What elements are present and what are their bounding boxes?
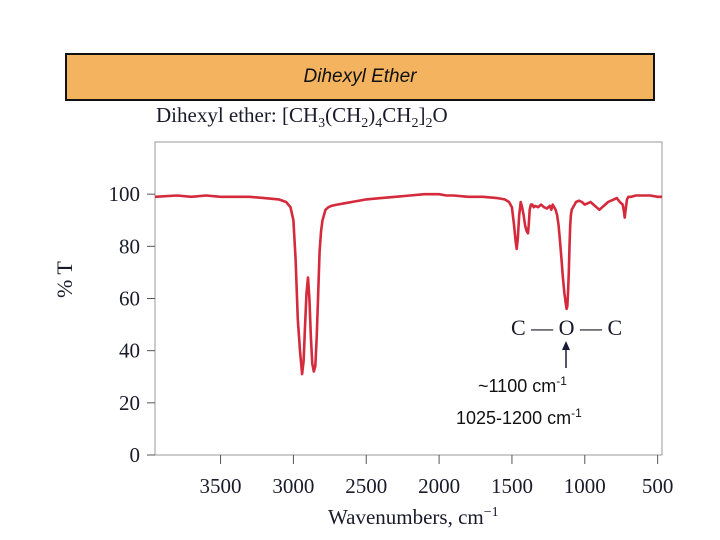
x-tick-label: 3500	[200, 474, 242, 498]
chart-title-sub: 2	[425, 116, 433, 132]
x-tick-label: 2000	[418, 474, 460, 498]
y-tick-label: 40	[119, 339, 140, 363]
chart-title-part: O	[432, 103, 448, 127]
chart-title-sub: 2	[411, 116, 419, 132]
annotation-range-text: 1025-1200 cm	[456, 408, 572, 428]
annotation-primary: ~1100 cm-1	[478, 374, 567, 397]
chart-title-part: (CH	[325, 103, 362, 127]
annotation-range: 1025-1200 cm-1	[456, 406, 582, 429]
banner-title: Dihexyl Ether	[303, 66, 417, 87]
y-tick-label: 0	[130, 443, 141, 467]
plot-frame	[154, 141, 663, 456]
y-tick-label: 20	[119, 391, 140, 415]
y-axis-ticks: 0 20 40 60 80 100	[109, 182, 155, 467]
chart-title-sub: 3	[318, 116, 326, 132]
chart-title: Dihexyl ether: [CH3(CH2)4CH2]2O	[156, 103, 448, 132]
y-tick-label: 100	[109, 182, 141, 206]
chart-title-part: CH	[382, 103, 412, 127]
annotation-arrow-head	[562, 341, 570, 350]
chart-title-part: ]	[418, 103, 426, 127]
x-tick-label: 1000	[564, 474, 606, 498]
x-tick-label: 500	[642, 474, 674, 498]
chart-title-sub: 2	[361, 116, 369, 132]
x-axis-label-sup: −1	[483, 505, 499, 520]
annotation-primary-sup: -1	[556, 374, 567, 388]
annotation-primary-text: ~1100 cm	[478, 376, 557, 396]
spectrum-series-line	[154, 192, 662, 376]
chart-title-part: Dihexyl ether: [CH	[156, 103, 319, 127]
chart-title-part: )	[368, 103, 376, 127]
title-banner: Dihexyl Ether	[65, 53, 655, 101]
y-tick-label: 60	[119, 287, 140, 311]
x-tick-label: 1500	[491, 474, 533, 498]
x-axis-label: Wavenumbers, cm−1	[328, 505, 499, 530]
y-axis-label: % T	[52, 261, 77, 298]
ether-structure-label: C — O — C	[511, 315, 623, 340]
x-tick-label: 2500	[345, 474, 387, 498]
x-axis-ticks: 3500 3000 2500 2000 1500 1000 500	[200, 455, 674, 498]
x-tick-label: 3000	[272, 474, 314, 498]
x-axis-label-text: Wavenumbers, cm	[328, 505, 484, 529]
annotation-range-sup: -1	[571, 406, 582, 420]
chart-title-sub: 4	[375, 116, 383, 132]
y-tick-label: 80	[119, 234, 140, 258]
